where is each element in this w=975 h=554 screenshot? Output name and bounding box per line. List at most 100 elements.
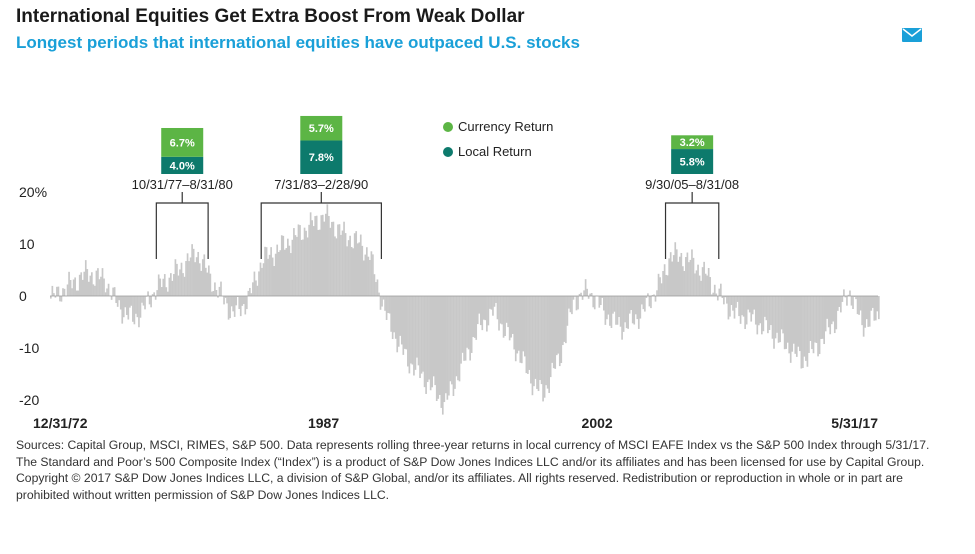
y-tick-label: 10 [19, 236, 35, 252]
series-bar [262, 263, 265, 296]
series-bar [119, 296, 122, 310]
series-bar [314, 216, 317, 296]
series-bar [671, 261, 674, 296]
series-bar [534, 296, 537, 379]
series-bar [387, 296, 389, 313]
series-bar [598, 296, 601, 308]
series-bar [276, 244, 279, 296]
series-bar [507, 296, 509, 328]
series-bar [287, 238, 289, 296]
series-bar [393, 296, 396, 333]
series-bar [147, 291, 149, 296]
series-bar [200, 270, 203, 296]
series-bar [759, 296, 762, 324]
series-bar [344, 233, 347, 296]
series-bar [505, 296, 508, 323]
series-bar [124, 296, 127, 308]
series-bar [66, 284, 69, 296]
series-bar [508, 296, 511, 341]
series-bar [100, 276, 102, 296]
y-tick-label: 20% [19, 184, 47, 200]
legend-dot [443, 147, 453, 157]
series-bar [815, 296, 818, 343]
series-bar [542, 296, 544, 402]
series-bar [487, 296, 490, 326]
series-bar [569, 296, 572, 313]
series-bar [198, 263, 201, 296]
series-bar [218, 286, 221, 296]
series-bar [637, 296, 640, 329]
series-bar [510, 296, 513, 338]
series-bar [127, 296, 130, 320]
series-bar [472, 296, 475, 337]
series-bar [688, 262, 690, 296]
series-bar [732, 296, 734, 311]
series-bar [589, 293, 592, 296]
series-bar [138, 296, 140, 328]
series-bar [774, 296, 777, 339]
series-bar [250, 293, 253, 296]
series-bar [242, 296, 245, 305]
series-bar [291, 239, 294, 296]
period-label: 10/31/77–8/31/80 [132, 177, 233, 192]
local-return-bar [300, 140, 343, 174]
series-bar [425, 296, 427, 394]
series-bar [773, 296, 775, 349]
series-bar [258, 271, 260, 296]
series-bar [408, 296, 411, 374]
series-bar [644, 296, 646, 312]
series-bar [166, 291, 169, 296]
series-bar [744, 296, 746, 330]
series-bar [156, 290, 159, 296]
chart-title: International Equities Get Extra Boost F… [16, 6, 525, 27]
series-bar [718, 288, 721, 296]
series-bar [414, 296, 417, 370]
series-bar [733, 296, 736, 319]
series-bar [563, 296, 566, 342]
series-bar [818, 296, 821, 355]
series-bar [524, 296, 526, 357]
series-bar [715, 293, 718, 296]
series-bar [86, 269, 89, 296]
mail-icon[interactable] [902, 28, 922, 42]
series-bar [261, 267, 263, 296]
series-bar [355, 231, 358, 296]
series-bar [382, 296, 385, 300]
series-bar [853, 296, 856, 298]
series-bar [841, 296, 844, 302]
series-bar [224, 296, 227, 298]
series-bar [413, 296, 415, 376]
series-bar [612, 296, 614, 314]
series-bar [666, 275, 669, 296]
series-bar [77, 290, 80, 296]
series-bar [323, 221, 326, 296]
series-bar [464, 296, 467, 361]
series-bar [824, 296, 827, 332]
series-bar [675, 249, 678, 296]
series-bar [680, 252, 683, 296]
series-bar [209, 273, 212, 296]
series-bar [273, 266, 275, 296]
series-bar [703, 261, 705, 296]
series-bar [789, 296, 792, 363]
series-bar [748, 296, 751, 313]
series-bar [499, 296, 502, 324]
series-bar [659, 277, 661, 296]
series-bar [651, 294, 654, 296]
series-bar [280, 235, 283, 296]
series-bar [805, 296, 807, 361]
series-bar [850, 296, 853, 306]
series-bar [247, 290, 250, 296]
series-bar [317, 229, 320, 296]
series-bar [639, 296, 642, 319]
series-bar [369, 259, 371, 296]
series-bar [862, 296, 865, 337]
local-return-label: 4.0% [170, 160, 195, 172]
series-bar [217, 296, 219, 298]
series-bar [575, 296, 578, 311]
series-bar [528, 296, 531, 370]
series-bar [136, 296, 139, 318]
series-bar [495, 296, 497, 303]
series-bar [830, 296, 833, 325]
series-bar [852, 296, 854, 310]
